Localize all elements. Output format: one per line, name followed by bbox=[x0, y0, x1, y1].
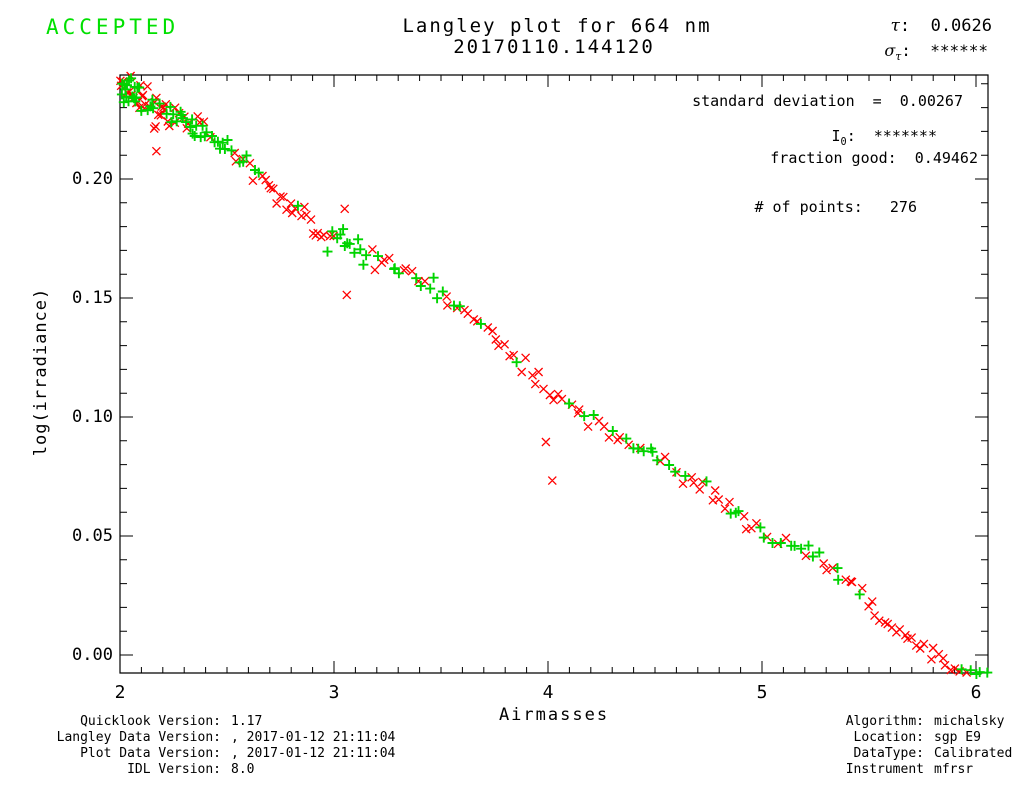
footer-row-location: Location: sgp E9 bbox=[764, 730, 1012, 746]
footer-value: michalsky bbox=[934, 714, 1005, 729]
tau-value: : 0.0626 bbox=[899, 16, 992, 36]
sigma-symbol: σ bbox=[884, 41, 896, 60]
x-tick-label: 4 bbox=[542, 682, 554, 703]
footer-value: , 2017-01-12 21:11:04 bbox=[231, 730, 396, 745]
footer-label: DataType: bbox=[853, 746, 924, 761]
y-tick-label: 0.00 bbox=[72, 645, 113, 665]
status-accepted-label: ACCEPTED bbox=[46, 15, 180, 39]
footer-row-langley-data-version: Langley Data Version: , 2017-01-12 21:11:… bbox=[6, 730, 396, 746]
sigma-tau-value: : ****** bbox=[901, 41, 988, 60]
x-tick-label: 3 bbox=[328, 682, 340, 703]
footer-label: Location: bbox=[853, 730, 924, 745]
x-tick-label: 5 bbox=[756, 682, 768, 703]
footer-label: Quicklook Version: bbox=[80, 714, 221, 729]
sigma-subscript: τ bbox=[895, 50, 902, 64]
axis-ticks bbox=[119, 75, 988, 673]
sigma-tau-value-line: στ: ****** bbox=[884, 41, 988, 63]
y-tick-label: 0.15 bbox=[72, 288, 113, 308]
footer-value: Calibrated bbox=[934, 746, 1013, 761]
i0-subscript: 0 bbox=[840, 137, 847, 148]
footer-row-algorithm: Algorithm: michalsky bbox=[764, 714, 1012, 730]
x-tick-label: 6 bbox=[970, 682, 982, 703]
stat-number-of-points: # of points: 276 bbox=[754, 198, 917, 216]
footer-version-block: Quicklook Version: 1.17 Langley Data Vers… bbox=[6, 714, 396, 778]
footer-row-idl-version: IDL Version: 8.0 bbox=[6, 762, 395, 778]
footer-value: sgp E9 bbox=[934, 730, 981, 745]
y-tick-label: 0.20 bbox=[72, 169, 113, 189]
plot-title: Langley plot for 664 nm bbox=[402, 15, 712, 37]
footer-row-quicklook-version: Quicklook Version: 1.17 bbox=[6, 714, 395, 730]
footer-value: , 2017-01-12 21:11:04 bbox=[231, 746, 396, 761]
footer-label: Plot Data Version: bbox=[80, 746, 221, 761]
footer-value: mfrsr bbox=[934, 762, 974, 777]
y-tick-label: 0.05 bbox=[72, 526, 113, 546]
footer-label: Langley Data Version: bbox=[56, 730, 221, 745]
footer-row-plot-data-version: Plot Data Version: , 2017-01-12 21:11:04 bbox=[6, 746, 395, 762]
footer-label: Algorithm: bbox=[845, 714, 924, 729]
good-points-markers bbox=[116, 73, 993, 679]
y-axis-title: log(irradiance) bbox=[31, 287, 51, 457]
i0-symbol: I bbox=[831, 127, 841, 145]
y-tick-label: 0.10 bbox=[72, 407, 113, 427]
footer-value: 1.17 bbox=[231, 714, 263, 729]
x-tick-label: 2 bbox=[114, 682, 126, 703]
footer-label: IDL Version: bbox=[127, 762, 221, 777]
plot-subtitle-datetime: 20170110.144120 bbox=[453, 36, 655, 58]
footer-label: Instrument bbox=[845, 762, 924, 777]
tau-symbol: τ bbox=[890, 16, 900, 36]
footer-row-instrument: Instrument mfrsr bbox=[764, 762, 1012, 778]
stat-standard-deviation: standard deviation = 0.00267 bbox=[692, 92, 963, 110]
stat-fraction-good: fraction good: 0.49462 bbox=[770, 149, 978, 167]
plot-frame bbox=[119, 74, 989, 674]
rejected-points-markers bbox=[115, 71, 972, 678]
footer-metadata-block: Algorithm: michalsky Location: sgp E9 Data… bbox=[764, 714, 1013, 778]
tau-value-line: τ: 0.0626 bbox=[890, 16, 992, 36]
footer-row-datatype: DataType: Calibrated bbox=[764, 746, 1013, 762]
stat-i0: I0: ******* bbox=[832, 127, 937, 148]
i0-value: : ******* bbox=[846, 127, 937, 145]
x-axis-title: Airmasses bbox=[498, 705, 610, 725]
footer-value: 8.0 bbox=[231, 762, 255, 777]
